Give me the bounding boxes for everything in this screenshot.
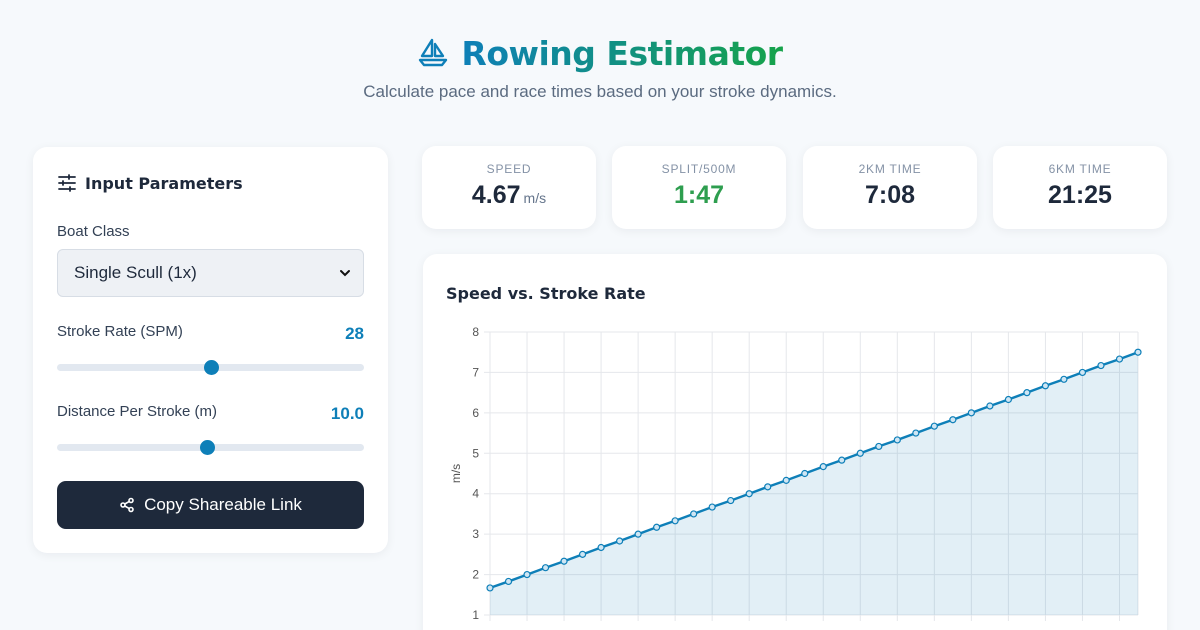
boat-class-select[interactable]: Single Scull (1x) <box>57 249 364 297</box>
stat-label: SPLIT/500M <box>661 162 737 176</box>
distance-per-stroke-slider-thumb[interactable] <box>200 440 216 455</box>
data-point <box>690 510 698 518</box>
boat-class-label: Boat Class <box>57 223 130 240</box>
data-point <box>504 577 513 586</box>
distance-per-stroke-value: 10.0 <box>330 404 364 423</box>
data-point <box>912 429 920 437</box>
stat-unit: m/s <box>523 190 547 206</box>
data-point <box>578 550 587 558</box>
app-subtitle: Calculate pace and race times based on y… <box>363 82 837 101</box>
stat-card-speed: SPEED 4.67 m/s <box>422 146 596 229</box>
data-point <box>875 442 883 451</box>
data-point <box>764 483 772 491</box>
data-point <box>1078 368 1087 377</box>
data-point <box>782 476 790 484</box>
data-point <box>653 523 661 531</box>
share-icon <box>120 497 134 513</box>
stat-value: 1:47 <box>673 181 725 209</box>
y-tick-label: 7 <box>472 365 479 379</box>
data-point <box>708 503 716 511</box>
data-point <box>930 422 938 430</box>
chart-title: Speed vs. Stroke Rate <box>446 284 646 303</box>
stroke-rate-label: Stroke Rate (SPM) <box>57 323 183 340</box>
data-point <box>1004 395 1013 404</box>
sailboat-icon <box>419 38 448 67</box>
data-point <box>486 584 494 592</box>
app-title: Rowing Estimator <box>461 33 783 73</box>
data-point <box>671 517 679 525</box>
data-point <box>1097 361 1105 370</box>
distance-per-stroke-label: Distance Per Stroke (m) <box>57 403 218 420</box>
panel-title: Input Parameters <box>57 173 243 193</box>
stat-value: 7:08 <box>864 181 916 209</box>
data-point <box>1115 355 1124 363</box>
stat-label: 6KM TIME <box>1048 162 1112 176</box>
data-point <box>1023 389 1031 397</box>
data-point <box>1060 375 1068 383</box>
data-point <box>597 543 605 552</box>
y-tick-label: 3 <box>472 527 479 541</box>
data-point <box>560 557 568 565</box>
y-axis-label: m/s <box>449 464 463 483</box>
stroke-rate-value: 28 <box>345 324 364 343</box>
chevron-down-icon <box>340 270 350 277</box>
stroke-rate-slider[interactable] <box>57 360 364 375</box>
stat-value: 21:25 <box>1048 181 1112 209</box>
stat-card-split: SPLIT/500M 1:47 <box>612 146 786 229</box>
data-point <box>986 402 994 410</box>
y-tick-label: 6 <box>472 406 479 420</box>
data-point <box>838 456 846 464</box>
input-parameters-panel: Input Parameters Boat Class Single Scull… <box>33 147 388 553</box>
series-area <box>490 352 1138 615</box>
boat-class-value: Single Scull (1x) <box>74 263 197 282</box>
stat-card-2km-time: 2KM TIME 7:08 <box>803 146 977 229</box>
page-header: Rowing Estimator Calculate pace and race… <box>0 32 1200 102</box>
stat-value: 4.67 m/s <box>471 181 547 209</box>
y-tick-label: 2 <box>472 568 479 582</box>
data-point <box>634 530 642 538</box>
data-point <box>616 537 624 545</box>
data-point <box>856 449 864 457</box>
data-point <box>819 463 827 471</box>
y-tick-label: 1 <box>472 608 479 622</box>
stat-label: SPEED <box>486 162 532 176</box>
data-point <box>727 496 735 505</box>
data-point <box>893 436 901 444</box>
data-point <box>949 416 957 424</box>
data-point <box>541 564 550 572</box>
speed-chart: 1 2 3 4 5 6 7 8 m/s <box>449 325 1142 622</box>
data-point <box>1041 382 1050 390</box>
y-tick-label: 8 <box>472 325 479 339</box>
data-point <box>1134 348 1142 356</box>
sliders-icon <box>58 174 76 192</box>
stat-label: 2KM TIME <box>858 162 922 176</box>
y-tick-label: 5 <box>472 446 479 460</box>
distance-per-stroke-slider[interactable] <box>57 440 364 455</box>
data-point <box>745 490 753 498</box>
stroke-rate-slider-thumb[interactable] <box>203 360 219 375</box>
speed-chart-card: Speed vs. Stroke Rate 1 2 3 4 5 6 7 8 m/s <box>423 254 1167 630</box>
data-point <box>523 570 531 579</box>
data-point <box>967 409 975 417</box>
y-tick-label: 4 <box>472 487 479 501</box>
copy-shareable-link-button[interactable]: Copy Shareable Link <box>57 481 364 529</box>
stat-card-6km-time: 6KM TIME 21:25 <box>993 146 1167 229</box>
data-point <box>801 469 809 478</box>
